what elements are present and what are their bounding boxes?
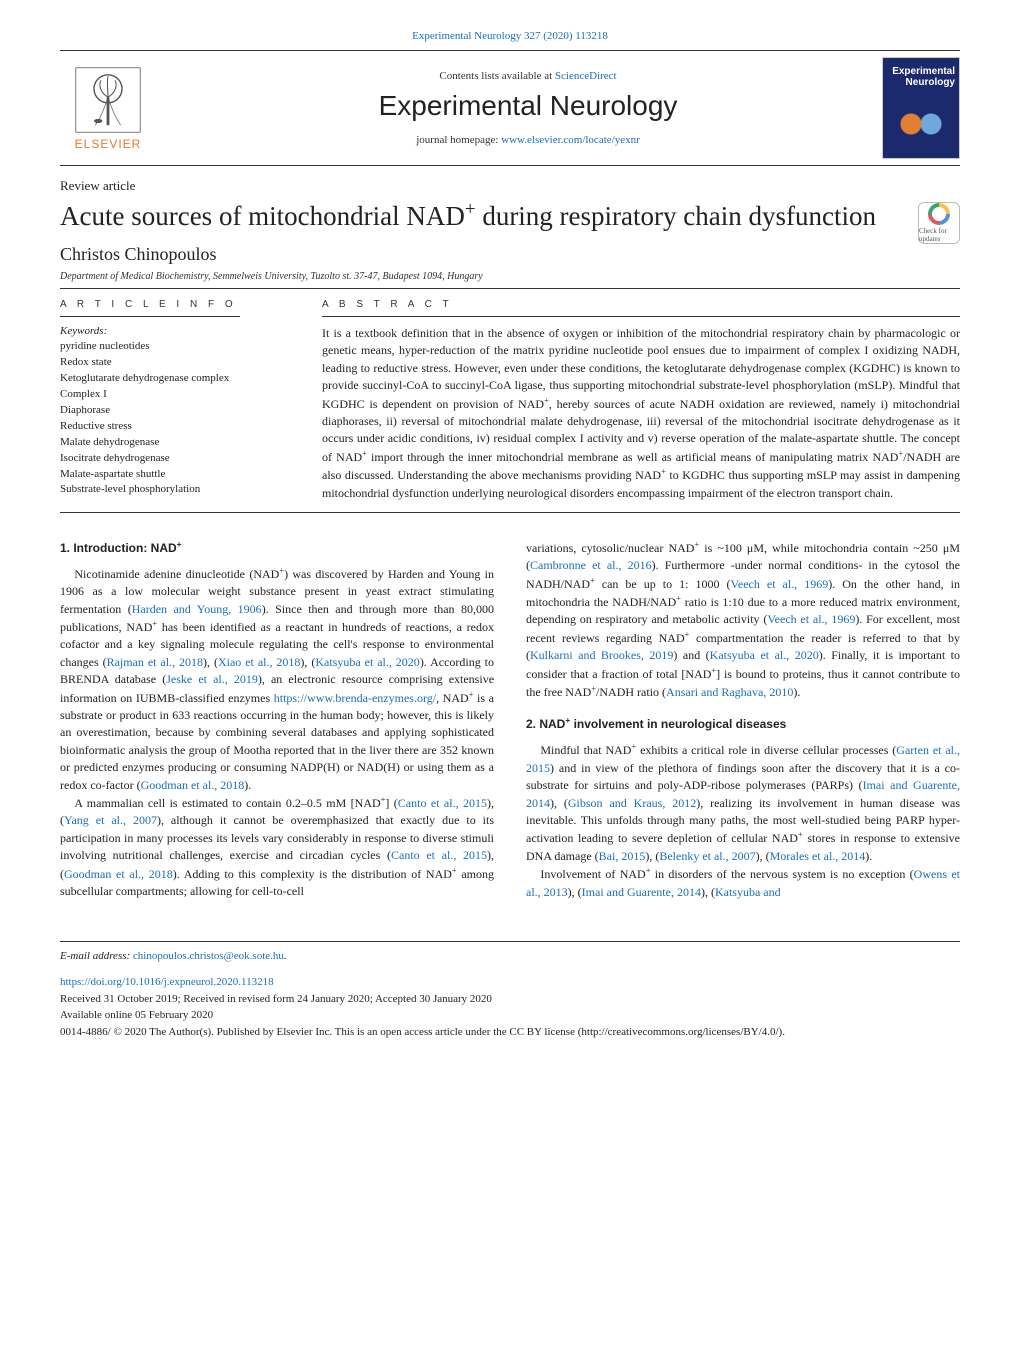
abstract-text: It is a textbook definition that in the …	[322, 325, 960, 502]
body-two-column: 1. Introduction: NAD+ Nicotinamide adeni…	[60, 539, 960, 901]
section-heading-1: 1. Introduction: NAD+	[60, 539, 494, 555]
rule	[60, 512, 960, 513]
keyword-item: Substrate-level phosphorylation	[60, 482, 290, 498]
article-title: Acute sources of mitochondrial NAD+ duri…	[60, 198, 876, 234]
body-para: Mindful that NAD+ exhibits a critical ro…	[526, 741, 960, 865]
section-heading-2: 2. NAD+ involvement in neurological dise…	[526, 715, 960, 731]
footer: E-mail address: chinopoulos.christos@eok…	[60, 941, 960, 1041]
available-line: Available online 05 February 2020	[60, 1007, 960, 1024]
running-head: Experimental Neurology 327 (2020) 113218	[60, 30, 960, 42]
copyright-line: 0014-4886/ © 2020 The Author(s). Publish…	[60, 1024, 960, 1041]
abstract-col: A B S T R A C T It is a textbook definit…	[322, 299, 960, 502]
cover-title-1: Experimental	[892, 66, 955, 77]
keyword-item: pyridine nucleotides	[60, 339, 290, 355]
contents-line: Contents lists available at ScienceDirec…	[174, 70, 882, 82]
journal-cover: Experimental Neurology	[882, 57, 960, 159]
rule	[60, 288, 960, 289]
keyword-item: Diaphorase	[60, 403, 290, 419]
crossmark-label: Check for updates	[919, 227, 959, 243]
homepage-prefix: journal homepage:	[416, 134, 501, 146]
email-link[interactable]: chinopoulos.christos@eok.sote.hu	[133, 950, 284, 962]
rule	[60, 316, 240, 317]
crossmark-badge[interactable]: Check for updates	[918, 202, 960, 244]
running-head-link[interactable]: Experimental Neurology 327 (2020) 113218	[412, 30, 608, 42]
homepage-line: journal homepage: www.elsevier.com/locat…	[174, 134, 882, 146]
journal-title: Experimental Neurology	[174, 90, 882, 122]
cover-title-2: Neurology	[906, 77, 955, 88]
title-row: Acute sources of mitochondrial NAD+ duri…	[60, 198, 960, 244]
article-info-abstract: A R T I C L E I N F O Keywords: pyridine…	[60, 299, 960, 502]
article-info-label: A R T I C L E I N F O	[60, 299, 290, 310]
keyword-item: Malate dehydrogenase	[60, 435, 290, 451]
keyword-item: Redox state	[60, 355, 290, 371]
abstract-label: A B S T R A C T	[322, 299, 960, 310]
received-line: Received 31 October 2019; Received in re…	[60, 991, 960, 1008]
contents-prefix: Contents lists available at	[439, 70, 554, 82]
publisher-name: ELSEVIER	[75, 137, 142, 151]
rule	[60, 50, 960, 51]
crossmark-icon	[928, 203, 950, 225]
keyword-item: Complex I	[60, 387, 290, 403]
cover-title: Experimental Neurology	[892, 66, 955, 88]
homepage-link[interactable]: www.elsevier.com/locate/yexnr	[501, 134, 640, 146]
body-para: Nicotinamide adenine dinucleotide (NAD+)…	[60, 565, 494, 794]
masthead-center: Contents lists available at ScienceDirec…	[174, 70, 882, 146]
elsevier-tree-icon	[73, 65, 143, 135]
sciencedirect-link[interactable]: ScienceDirect	[555, 70, 617, 82]
keywords-list: pyridine nucleotidesRedox stateKetogluta…	[60, 339, 290, 498]
article-info-col: A R T I C L E I N F O Keywords: pyridine…	[60, 299, 290, 502]
keyword-item: Ketoglutarate dehydrogenase complex	[60, 371, 290, 387]
keyword-item: Isocitrate dehydrogenase	[60, 451, 290, 467]
email-label: E-mail address:	[60, 950, 133, 962]
author-affiliation: Department of Medical Biochemistry, Semm…	[60, 271, 960, 282]
body-para: Involvement of NAD+ in disorders of the …	[526, 865, 960, 901]
doi-line: https://doi.org/10.1016/j.expneurol.2020…	[60, 974, 960, 991]
masthead: ELSEVIER Contents lists available at Sci…	[60, 57, 960, 166]
doi-link[interactable]: https://doi.org/10.1016/j.expneurol.2020…	[60, 976, 274, 988]
keyword-item: Malate-aspartate shuttle	[60, 467, 290, 483]
publisher-logo: ELSEVIER	[60, 60, 156, 156]
keyword-item: Reductive stress	[60, 419, 290, 435]
author-name: Christos Chinopoulos	[60, 244, 960, 265]
body-para: A mammalian cell is estimated to contain…	[60, 794, 494, 900]
rule	[322, 316, 960, 317]
cover-art	[893, 104, 949, 144]
body-para: variations, cytosolic/nuclear NAD+ is ~1…	[526, 539, 960, 702]
article-type: Review article	[60, 178, 960, 194]
keywords-head: Keywords:	[60, 325, 290, 337]
email-line: E-mail address: chinopoulos.christos@eok…	[60, 948, 960, 965]
